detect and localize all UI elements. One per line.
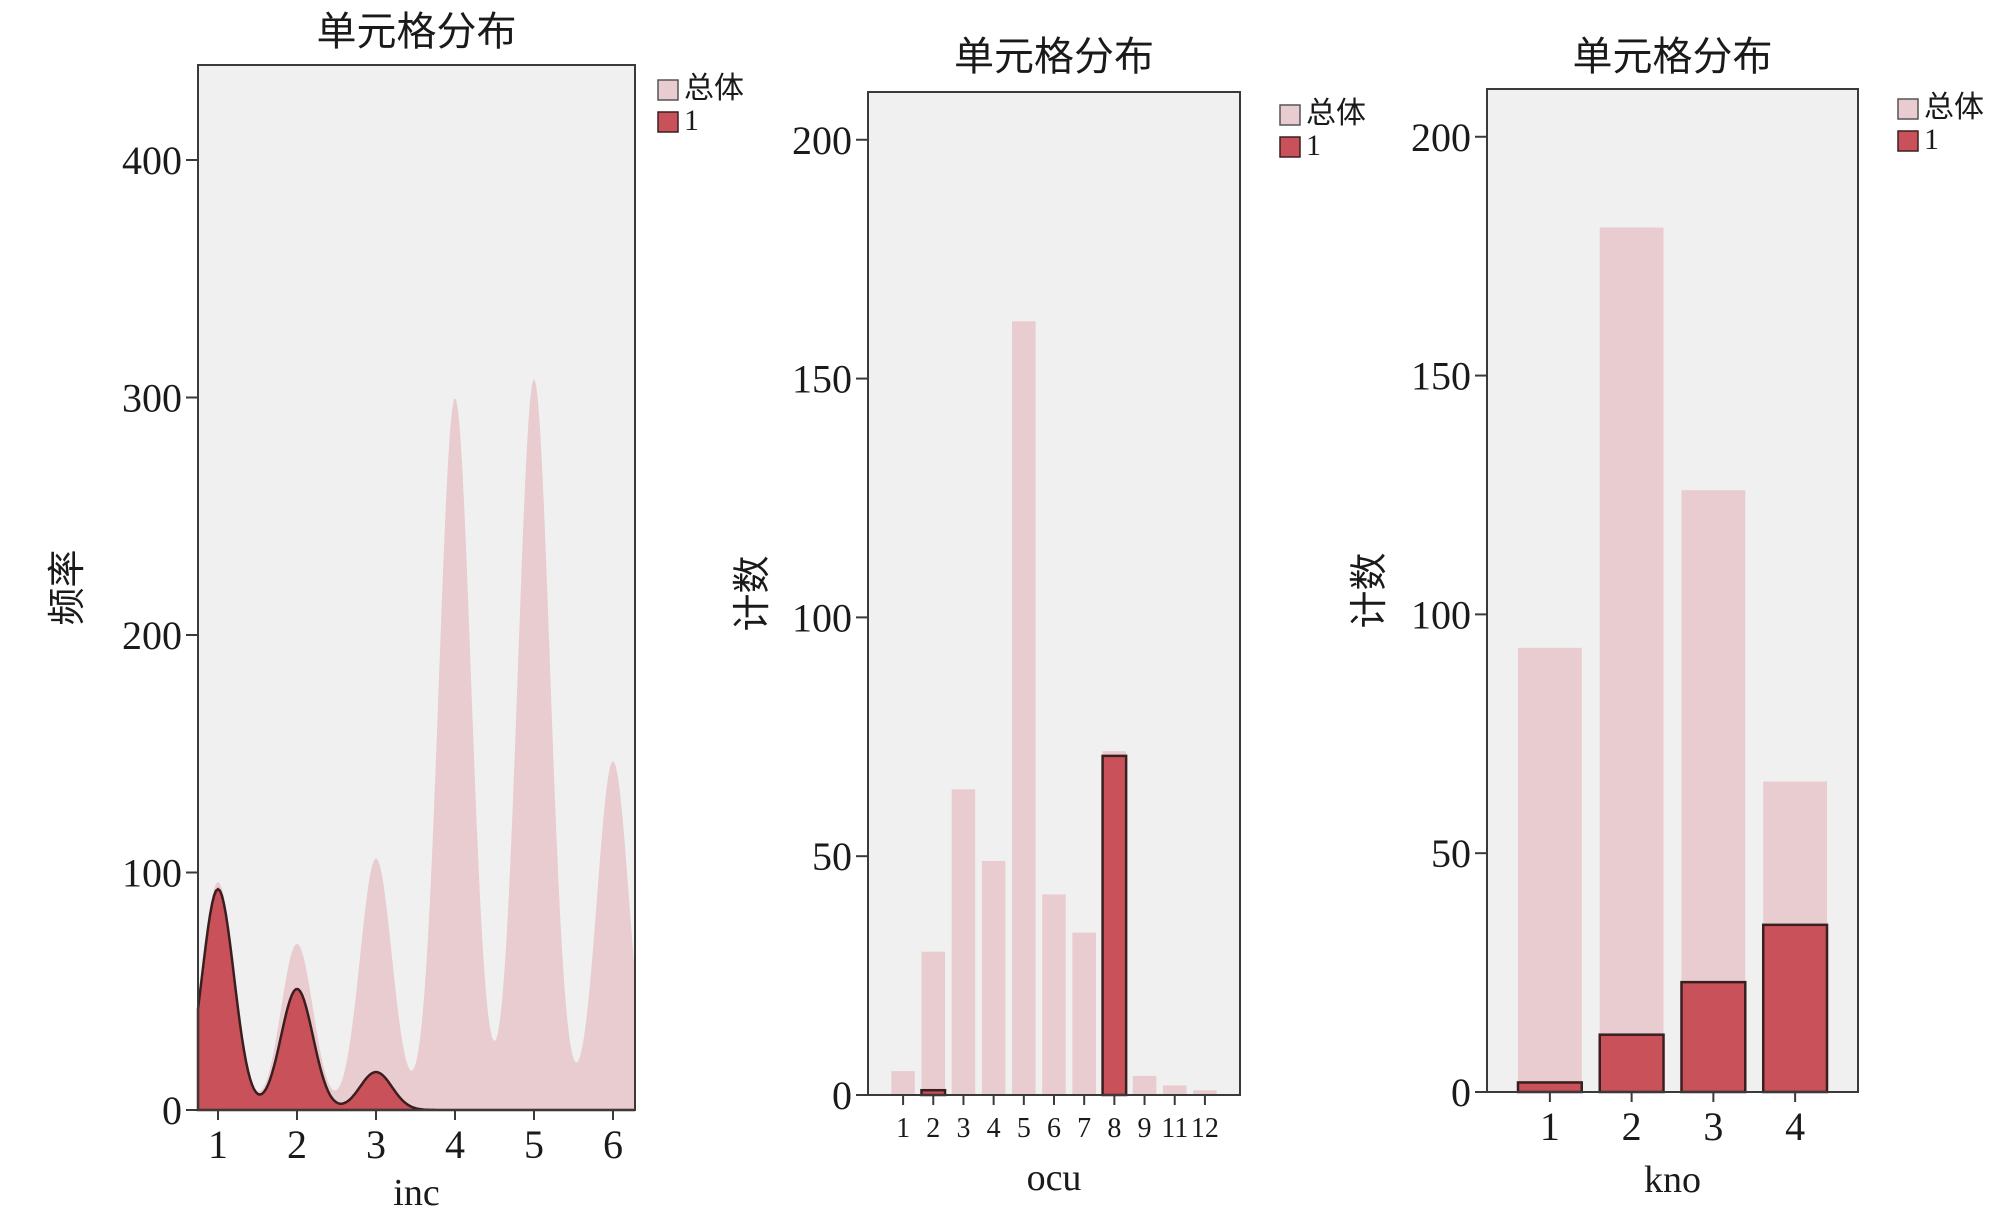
bar-total <box>1517 647 1582 1092</box>
bar-total <box>1193 1090 1217 1095</box>
legend-label-1: 1 <box>684 104 699 137</box>
plot-frame <box>867 91 1241 1096</box>
x-tick-label: 4 <box>987 1113 1001 1144</box>
bar-total <box>981 860 1006 1095</box>
x-tick-label: 4 <box>1785 1104 1805 1149</box>
bar-total <box>1042 894 1066 1095</box>
y-tick-label: 150 <box>792 357 852 402</box>
y-tick-label: 50 <box>1431 831 1471 876</box>
y-tick-label: 150 <box>1411 354 1471 399</box>
y-tick-label: 0 <box>832 1073 852 1118</box>
y-tick-label: 200 <box>1411 115 1471 160</box>
plot-frame <box>197 64 636 1111</box>
chart-title: 单元格分布 <box>1573 34 1773 80</box>
bar-series-1 <box>1761 923 1829 1094</box>
bar-series-1 <box>1101 754 1128 1097</box>
bar-total <box>921 951 946 1095</box>
y-tick-label: 200 <box>792 118 852 163</box>
x-tick-label: 12 <box>1191 1113 1219 1144</box>
legend: 总体1 <box>1897 90 1984 156</box>
bar-total <box>1162 1085 1187 1095</box>
chart-title: 单元格分布 <box>954 34 1154 80</box>
plot-area <box>197 64 636 1111</box>
y-tick-label: 200 <box>122 613 182 658</box>
y-axis-label: 计数 <box>730 555 774 631</box>
plot-frame <box>1486 88 1859 1093</box>
legend-label-total: 总体 <box>1306 96 1366 131</box>
legend-swatch-1 <box>1279 136 1301 158</box>
legend: 总体1 <box>1279 96 1366 162</box>
bar-series-1 <box>1598 1033 1665 1094</box>
x-tick-label: 1 <box>208 1122 228 1167</box>
legend-swatch-1 <box>657 111 679 133</box>
x-tick-label: 11 <box>1161 1113 1188 1144</box>
x-axis-label: inc <box>393 1172 439 1213</box>
bar-total <box>951 789 976 1095</box>
x-tick-label: 1 <box>896 1113 910 1144</box>
x-tick-label: 1 <box>1540 1104 1560 1149</box>
legend: 总体1 <box>657 71 744 137</box>
x-tick-label: 3 <box>366 1122 386 1167</box>
legend-label-total: 总体 <box>1924 90 1984 125</box>
x-tick-label: 2 <box>287 1122 307 1167</box>
x-tick-label: 3 <box>1703 1104 1723 1149</box>
x-tick-label: 3 <box>956 1113 970 1144</box>
x-tick-label: 5 <box>1017 1113 1031 1144</box>
legend-swatch-total <box>1897 98 1919 120</box>
bar-series-1 <box>1680 980 1747 1094</box>
bar-series-1 <box>1516 1081 1584 1094</box>
legend-label-1: 1 <box>1924 123 1939 156</box>
legend-swatch-total <box>657 79 679 101</box>
bar-total <box>891 1071 915 1095</box>
x-tick-label: 8 <box>1107 1113 1121 1144</box>
x-tick-label: 4 <box>445 1122 465 1167</box>
x-tick-label: 7 <box>1077 1113 1091 1144</box>
y-tick-label: 0 <box>162 1088 182 1133</box>
y-axis-label: 频率 <box>45 549 89 625</box>
y-tick-label: 400 <box>122 138 182 183</box>
legend-label-1: 1 <box>1306 129 1321 162</box>
bar-total <box>1012 321 1036 1095</box>
series-total-area <box>198 378 635 1110</box>
y-tick-label: 100 <box>792 595 852 640</box>
legend-swatch-total <box>1279 104 1301 126</box>
x-tick-label: 9 <box>1138 1113 1152 1144</box>
x-tick-label: 2 <box>926 1113 940 1144</box>
bar-total <box>1132 1075 1157 1095</box>
chart-title: 单元格分布 <box>317 9 517 55</box>
y-tick-label: 100 <box>1411 592 1471 637</box>
y-tick-label: 300 <box>122 376 182 421</box>
y-tick-label: 100 <box>122 851 182 896</box>
x-tick-label: 5 <box>524 1122 544 1167</box>
legend-label-total: 总体 <box>684 71 744 106</box>
bar-total <box>1072 932 1096 1095</box>
bar-total <box>1599 227 1664 1092</box>
legend-swatch-1 <box>1897 130 1919 152</box>
x-axis-label: kno <box>1644 1159 1701 1201</box>
x-tick-label: 6 <box>1047 1113 1061 1144</box>
y-tick-label: 0 <box>1451 1070 1471 1115</box>
y-tick-label: 50 <box>812 834 852 879</box>
y-axis-label: 计数 <box>1347 552 1391 628</box>
x-tick-label: 2 <box>1622 1104 1642 1149</box>
x-tick-label: 6 <box>603 1122 623 1167</box>
x-axis-label: ocu <box>1027 1157 1082 1199</box>
